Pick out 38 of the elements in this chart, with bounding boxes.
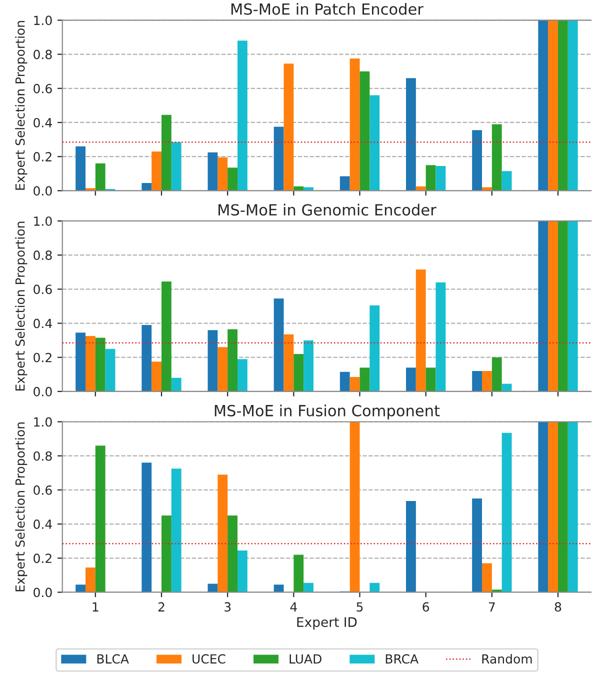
y-axis-title: Expert Selection Proportion	[15, 222, 28, 390]
legend-label: Random	[482, 654, 532, 664]
y-tick-label: 0.6	[34, 84, 52, 94]
legend-label: LUAD	[290, 654, 322, 664]
y-tick-label: 0.2	[34, 554, 52, 564]
x-tick-label: 8	[554, 602, 562, 612]
y-tick-label: 0.6	[34, 284, 52, 294]
x-tick-label: 2	[158, 602, 164, 612]
x-tick-label: 1	[92, 602, 98, 612]
x-axis-title: Expert ID	[297, 617, 357, 630]
x-tick-label: 4	[290, 602, 297, 612]
chart-title: MS-MoE in Patch Encoder	[231, 3, 424, 15]
y-axis-title: Expert Selection Proportion	[15, 422, 28, 592]
x-tick-label: 6	[422, 602, 430, 612]
y-tick-label: 0.0	[34, 386, 52, 396]
y-tick-label: 0.0	[34, 588, 52, 598]
chart-title: MS-MoE in Genomic Encoder	[218, 204, 436, 216]
y-axis-title: Expert Selection Proportion	[15, 21, 28, 190]
y-tick-label: 0.0	[34, 186, 52, 196]
y-tick-label: 0.8	[34, 250, 52, 260]
x-tick-label: 7	[488, 602, 495, 612]
y-tick-label: 1.0	[34, 417, 52, 427]
y-tick-label: 0.4	[34, 118, 52, 128]
legend-label: BRCA	[386, 654, 418, 664]
legend-label: BLCA	[97, 654, 129, 664]
y-tick-label: 0.6	[34, 485, 52, 495]
y-tick-label: 0.2	[34, 152, 52, 162]
x-tick-label: 5	[356, 602, 363, 612]
y-tick-label: 1.0	[34, 16, 52, 26]
y-tick-label: 0.4	[34, 318, 52, 328]
y-tick-label: 0.8	[34, 451, 52, 461]
y-tick-label: 0.2	[34, 352, 52, 362]
y-tick-label: 0.4	[34, 520, 52, 529]
x-tick-label: 3	[224, 602, 231, 612]
chart-title: MS-MoE in Fusion Component	[214, 404, 440, 420]
y-tick-label: 0.8	[34, 50, 52, 60]
y-tick-label: 1.0	[34, 216, 52, 226]
legend-label: UCEC	[192, 654, 226, 664]
